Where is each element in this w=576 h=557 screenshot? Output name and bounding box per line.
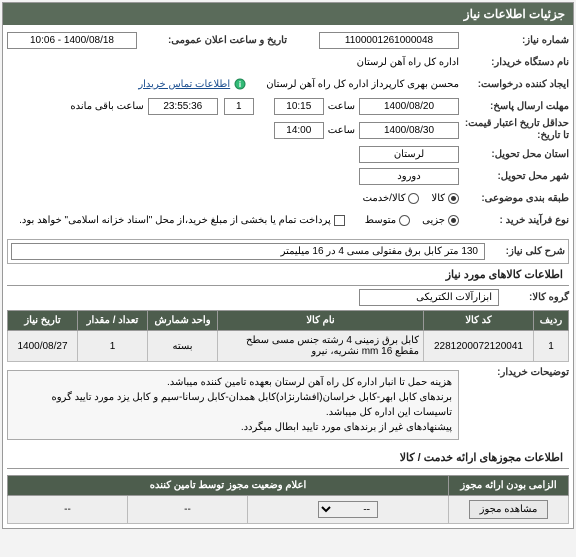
process-radio-group: جزیی متوسط: [365, 215, 459, 226]
view-permit-button[interactable]: مشاهده مجوز: [469, 500, 549, 519]
time-label-2: ساعت: [328, 125, 355, 136]
permit-empty-1: --: [128, 496, 248, 524]
need-no-label: شماره نیاز:: [459, 35, 569, 46]
items-table-header-row: ردیف کد کالا نام کالا واحد شمارش تعداد /…: [8, 311, 569, 331]
radio-dot-icon: [399, 215, 410, 226]
items-section-title: اطلاعات کالاهای مورد نیاز: [7, 264, 569, 286]
creator-value: محسن بهری کارپرداز اداره کل راه آهن لرست…: [266, 79, 459, 90]
col-date: تاریخ نیاز: [8, 311, 78, 331]
buyer-notes-label: توضیحات خریدار:: [459, 367, 569, 378]
time-label-1: ساعت: [328, 101, 355, 112]
permits-section-title: اطلاعات مجوزهای ارائه خدمت / کالا: [7, 447, 569, 469]
remain-days: 1: [224, 98, 254, 115]
category-label: طبقه بندی موضوعی:: [459, 193, 569, 204]
cell-qty: 1: [78, 331, 148, 362]
permits-row: مشاهده مجوز -- -- --: [8, 496, 569, 524]
deadline-date: 1400/08/20: [359, 98, 459, 115]
city-label: شهر محل تحویل:: [459, 171, 569, 182]
contact-link[interactable]: اطلاعات تماس خریدار: [138, 79, 230, 90]
remain-text: ساعت باقی مانده: [70, 101, 143, 112]
province-value: لرستان: [359, 146, 459, 163]
col-row: ردیف: [534, 311, 569, 331]
radio-dot-icon: [408, 193, 419, 204]
cell-date: 1400/08/27: [8, 331, 78, 362]
col-qty: تعداد / مقدار: [78, 311, 148, 331]
permit-empty-2: --: [8, 496, 128, 524]
radio-dot-icon: [448, 193, 459, 204]
title-label: شرح کلی نیاز:: [485, 246, 565, 257]
col-unit: واحد شمارش: [148, 311, 218, 331]
permits-table: الزامی بودن ارائه مجوز اعلام وضعیت مجوز …: [7, 475, 569, 524]
cell-unit: بسته: [148, 331, 218, 362]
deadline-label: مهلت ارسال پاسخ:: [459, 101, 569, 112]
table-row: 1 2281200072120041 کابل برق زمینی 4 رشته…: [8, 331, 569, 362]
deadline-time: 10:15: [274, 98, 324, 115]
col-mandatory: الزامی بودن ارائه مجوز: [449, 476, 569, 496]
cell-name: کابل برق زمینی 4 رشته جنس مسی سطح مقطع 1…: [218, 331, 424, 362]
main-panel-header: جزئیات اطلاعات نیاز: [3, 3, 573, 25]
permit-select-cell: --: [248, 496, 449, 524]
permit-status-select[interactable]: --: [318, 501, 378, 518]
province-label: استان محل تحویل:: [459, 149, 569, 160]
permit-view-cell: مشاهده مجوز: [449, 496, 569, 524]
main-panel-body: شماره نیاز: 1100001261000048 تاریخ و ساع…: [3, 25, 573, 528]
buyer-value: اداره کل راه آهن لرستان: [357, 57, 459, 68]
announce-label: تاریخ و ساعت اعلان عمومی:: [137, 35, 287, 46]
radio-low[interactable]: جزیی: [422, 215, 459, 226]
city-value: دورود: [359, 168, 459, 185]
svg-text:i: i: [239, 80, 241, 89]
main-panel: جزئیات اطلاعات نیاز شماره نیاز: 11000012…: [2, 2, 574, 529]
need-no-value: 1100001261000048: [319, 32, 459, 49]
permits-header-row: الزامی بودن ارائه مجوز اعلام وضعیت مجوز …: [8, 476, 569, 496]
info-icon: i: [234, 78, 246, 90]
cell-code: 2281200072120041: [424, 331, 534, 362]
radio-dot-icon: [448, 215, 459, 226]
radio-mid[interactable]: متوسط: [365, 215, 410, 226]
buyer-label: نام دستگاه خریدار:: [459, 57, 569, 68]
announce-value: 1400/08/18 - 10:06: [7, 32, 137, 49]
category-radio-group: کالا کالا/خدمت: [363, 193, 459, 204]
payment-checkbox[interactable]: [334, 215, 345, 226]
radio-service[interactable]: کالا/خدمت: [363, 193, 420, 204]
validity-label: حداقل تاریخ اعتبار قیمت: تا تاریخ:: [459, 118, 569, 142]
group-label: گروه کالا:: [499, 292, 569, 303]
cell-idx: 1: [534, 331, 569, 362]
col-code: کد کالا: [424, 311, 534, 331]
col-name: نام کالا: [218, 311, 424, 331]
items-table: ردیف کد کالا نام کالا واحد شمارش تعداد /…: [7, 310, 569, 362]
payment-note: پرداخت تمام یا بخشی از مبلغ خرید،از محل …: [19, 215, 331, 226]
radio-goods[interactable]: کالا: [431, 193, 459, 204]
validity-date: 1400/08/30: [359, 122, 459, 139]
title-value: 130 متر کابل برق مفتولی مسی 4 در 16 میلی…: [11, 243, 485, 260]
remain-time: 23:55:36: [148, 98, 218, 115]
col-status: اعلام وضعیت مجوز توسط تامین کننده: [8, 476, 449, 496]
creator-label: ایجاد کننده درخواست:: [459, 79, 569, 90]
process-label: نوع فرآیند خرید :: [459, 215, 569, 226]
buyer-notes-box: هزینه حمل تا انبار اداره کل راه آهن لرست…: [7, 370, 459, 440]
validity-time: 14:00: [274, 122, 324, 139]
group-value: ابزارآلات الکتریکی: [359, 289, 499, 306]
